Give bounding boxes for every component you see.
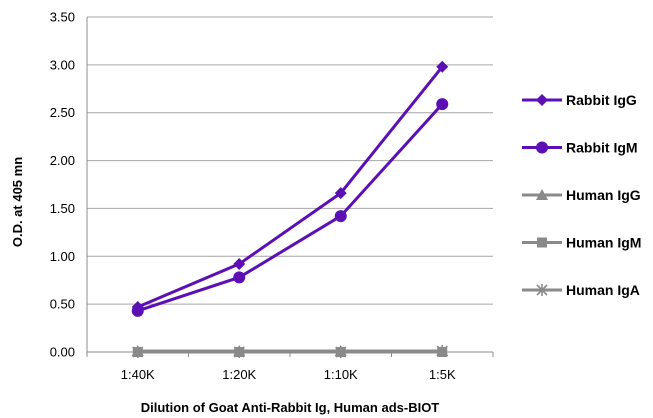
series-rabbit-igg [131,60,449,314]
legend-marker-rabbit-igm [536,141,548,154]
data-point-human-igg [334,345,347,357]
x-tick-label: 1:5K [429,367,456,382]
data-point-rabbit-igg [233,257,246,270]
y-tick-label: 3.50 [50,10,75,25]
x-axis-title: Dilution of Goat Anti-Rabbit Ig, Human a… [141,400,440,415]
series-line-rabbit-igm [137,103,444,313]
y-tick-label: 1.00 [50,249,75,264]
data-point-rabbit-igm [436,98,449,111]
y-tick-label: 0.00 [50,345,75,360]
y-tick-label: 3.00 [50,57,75,72]
y-tick-label: 0.50 [50,297,75,312]
legend-marker-human-iga [536,284,548,296]
data-point-rabbit-igm [334,210,347,223]
legend-marker-human-igg [536,189,548,200]
legend-label-human-igg: Human IgG [566,187,641,203]
legend-label-human-iga: Human IgA [566,282,640,298]
legend-label-rabbit-igg: Rabbit IgG [566,92,637,108]
y-axis-title: O.D. at 405 mn [10,157,25,247]
y-tick-labels: 0.00 0.50 1.00 1.50 2.00 2.50 3.00 3.50 [50,10,75,360]
x-tick-labels: 1:40K 1:20K 1:10K 1:5K [121,367,456,382]
gridlines [87,16,493,305]
legend-item-rabbit-igm: Rabbit IgM [522,140,638,156]
x-tick-label: 1:10K [324,367,358,382]
data-point-human-igg [131,345,144,357]
series-rabbit-igm [131,98,449,317]
data-point-rabbit-igm [233,271,246,284]
legend: Rabbit IgG Rabbit IgM Human IgG Human IgM Hu… [522,92,641,298]
data-point-rabbit-igg [131,301,144,314]
legend-item-human-igm: Human IgM [522,235,641,251]
x-tick-label: 1:40K [121,367,155,382]
legend-marker-rabbit-igg [536,94,548,106]
data-point-human-igg [233,345,246,357]
y-tick-label: 2.50 [50,105,75,120]
series-layer [131,60,449,358]
y-tick-label: 2.00 [50,153,75,168]
legend-item-rabbit-igg: Rabbit IgG [522,92,637,108]
data-point-human-igg [436,345,449,357]
data-point-rabbit-igg [334,187,347,200]
legend-item-human-igg: Human IgG [522,187,641,203]
legend-label-rabbit-igm: Rabbit IgM [566,140,638,156]
data-point-rabbit-igg [436,60,449,73]
y-tick-label: 1.50 [50,201,75,216]
legend-marker-human-igm [537,237,547,248]
legend-label-human-igm: Human IgM [566,235,641,251]
x-tick-label: 1:20K [222,367,256,382]
legend-item-human-iga: Human IgA [522,282,640,298]
series-human-igg [131,345,449,357]
series-line-rabbit-igg [137,65,444,309]
